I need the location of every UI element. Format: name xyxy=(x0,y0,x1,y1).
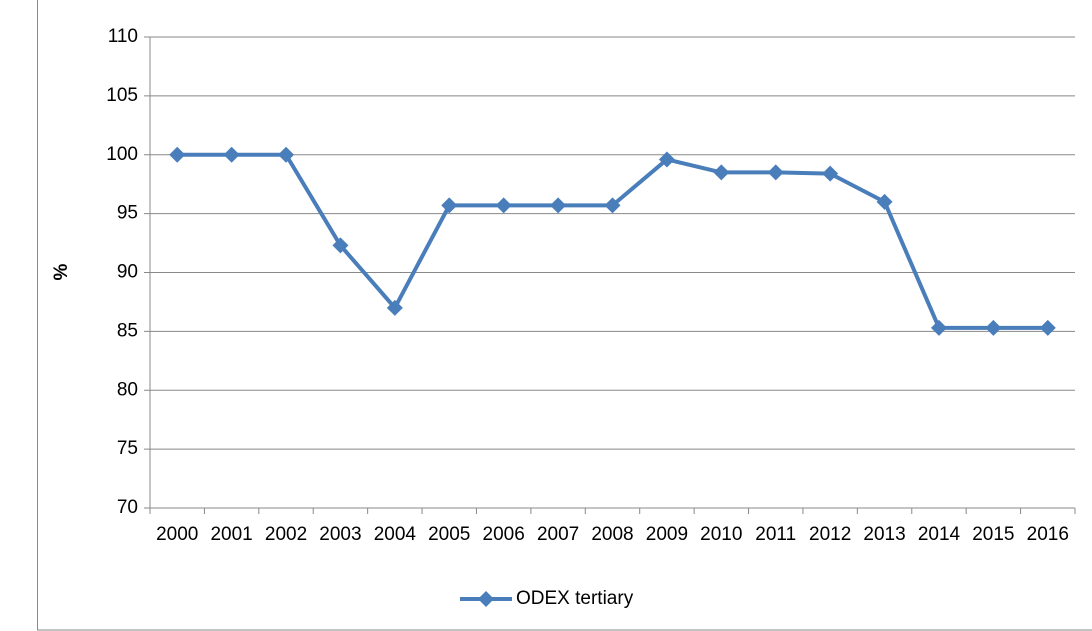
y-tick-label: 80 xyxy=(117,379,138,400)
data-point xyxy=(332,237,349,254)
data-point xyxy=(930,319,947,336)
data-point xyxy=(169,146,186,163)
x-tick-label: 2011 xyxy=(755,524,796,545)
data-point xyxy=(386,299,403,316)
data-point xyxy=(441,197,458,214)
chart-frame xyxy=(37,0,1092,631)
data-point xyxy=(713,164,730,181)
x-tick-label: 2007 xyxy=(537,524,579,545)
y-tick-label: 70 xyxy=(117,497,138,518)
data-point xyxy=(604,197,621,214)
data-point xyxy=(658,151,675,168)
data-point xyxy=(822,165,839,182)
y-tick-label: 110 xyxy=(108,26,138,47)
y-axis-label: % xyxy=(51,263,72,280)
y-tick-label: 90 xyxy=(117,262,138,283)
legend-marker xyxy=(478,591,494,607)
x-tick-label: 2009 xyxy=(646,524,688,545)
x-tick-label: 2006 xyxy=(483,524,525,545)
x-tick-label: 2012 xyxy=(809,524,851,545)
x-tick-label: 2013 xyxy=(863,524,905,545)
x-tick-label: 2004 xyxy=(374,524,417,545)
y-tick-label: 75 xyxy=(117,438,138,459)
x-tick-label: 2003 xyxy=(319,524,361,545)
y-tick-label: 85 xyxy=(117,320,138,341)
data-point xyxy=(495,197,512,214)
data-point xyxy=(550,197,567,214)
x-tick-label: 2005 xyxy=(428,524,470,545)
y-tick-label: 100 xyxy=(106,144,138,165)
data-point xyxy=(876,193,893,210)
x-tick-label: 2014 xyxy=(918,524,961,545)
y-tick-label: 105 xyxy=(106,85,138,106)
x-tick-label: 2002 xyxy=(265,524,307,545)
data-point xyxy=(985,319,1002,336)
x-tick-label: 2008 xyxy=(591,524,633,545)
x-tick-label: 2016 xyxy=(1027,524,1069,545)
x-tick-label: 2001 xyxy=(210,524,252,545)
x-tick-label: 2015 xyxy=(972,524,1014,545)
x-tick-label: 2010 xyxy=(700,524,742,545)
data-point xyxy=(767,164,784,181)
data-point xyxy=(278,146,295,163)
y-tick-label: 95 xyxy=(117,203,138,224)
x-tick-label: 2000 xyxy=(156,524,198,545)
legend-label: ODEX tertiary xyxy=(516,588,634,609)
data-point xyxy=(1039,319,1056,336)
data-point xyxy=(223,146,240,163)
